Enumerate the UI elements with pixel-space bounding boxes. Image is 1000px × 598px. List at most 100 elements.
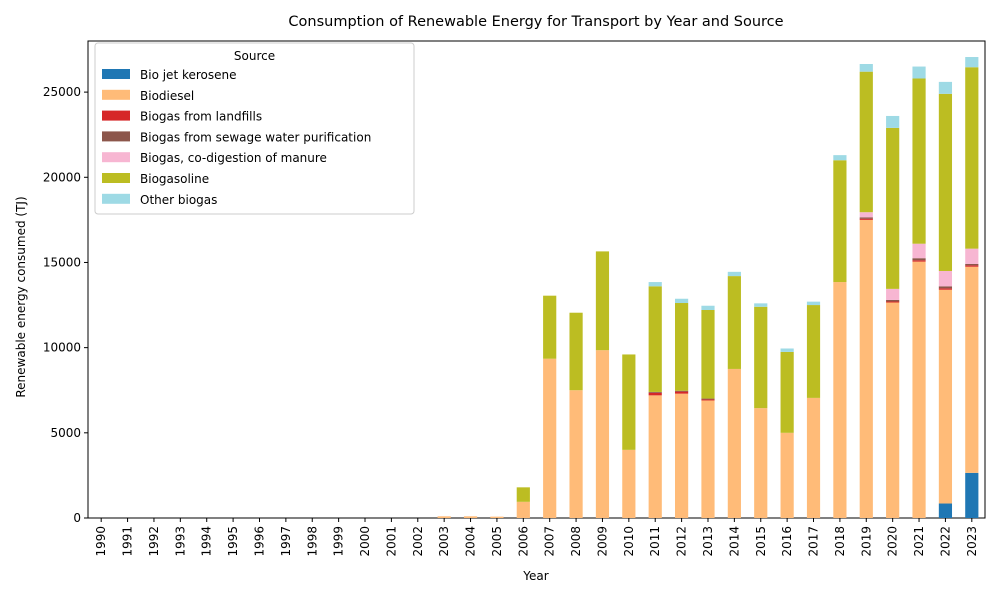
bar-segment bbox=[886, 302, 900, 518]
bar-segment bbox=[648, 282, 662, 287]
bar-segment bbox=[701, 309, 715, 399]
x-tick-label: 2008 bbox=[569, 526, 583, 557]
bar-segment bbox=[912, 260, 926, 262]
legend-swatch bbox=[102, 173, 130, 183]
bar-segment bbox=[938, 270, 953, 287]
y-tick-label: 5000 bbox=[50, 426, 81, 440]
x-tick-label: 2017 bbox=[807, 526, 821, 557]
x-tick-label: 2006 bbox=[516, 526, 530, 557]
x-tick-label: 1990 bbox=[94, 526, 108, 557]
x-axis-label: Year bbox=[522, 569, 548, 583]
bar-segment bbox=[463, 516, 478, 518]
x-tick-label: 2005 bbox=[490, 526, 504, 557]
bar-segment bbox=[675, 298, 689, 304]
legend-swatch bbox=[102, 69, 130, 79]
bar-segment bbox=[965, 57, 979, 68]
x-tick-label: 1993 bbox=[173, 526, 187, 557]
bar-segment bbox=[938, 93, 953, 271]
bar-segment bbox=[938, 288, 953, 290]
bar-segment bbox=[965, 265, 979, 267]
bar-segment bbox=[938, 503, 953, 518]
bar-segment bbox=[780, 432, 794, 518]
legend-entry-label: Bio jet kerosene bbox=[140, 68, 237, 82]
x-tick-label: 2011 bbox=[648, 526, 662, 557]
bar-segment bbox=[754, 306, 768, 409]
bar-segment bbox=[516, 501, 530, 518]
bar-segment bbox=[806, 397, 821, 518]
bar-segment bbox=[965, 266, 979, 473]
x-tick-label: 2013 bbox=[701, 526, 715, 557]
bar-segment bbox=[912, 66, 926, 79]
bar-segment bbox=[701, 400, 715, 518]
x-tick-label: 2003 bbox=[437, 526, 451, 557]
bar-segment bbox=[622, 449, 636, 518]
bar-segment bbox=[727, 271, 741, 277]
bar-segment bbox=[780, 351, 794, 433]
bar-segment bbox=[859, 212, 873, 218]
bar-segment bbox=[675, 393, 689, 518]
y-axis-label: Renewable energy consumed (TJ) bbox=[14, 196, 28, 397]
bar-segment bbox=[437, 516, 451, 518]
bar-segment bbox=[727, 368, 741, 518]
legend-entry-label: Other biogas bbox=[140, 193, 217, 207]
y-tick-label: 20000 bbox=[43, 170, 81, 184]
x-tick-label: 1994 bbox=[200, 526, 214, 557]
x-tick-label: 2014 bbox=[727, 526, 741, 557]
bar-segment bbox=[859, 219, 873, 518]
bar-segment bbox=[965, 472, 979, 518]
x-tick-label: 2002 bbox=[411, 526, 425, 557]
x-tick-label: 2010 bbox=[622, 526, 636, 557]
bars-group bbox=[437, 57, 979, 518]
x-tick-label: 1995 bbox=[226, 526, 240, 557]
bar-segment bbox=[859, 218, 873, 220]
bar-segment bbox=[648, 395, 662, 518]
x-tick-label: 1991 bbox=[121, 526, 135, 557]
legend-frame bbox=[94, 42, 415, 215]
x-tick-label: 2023 bbox=[965, 526, 979, 557]
x-tick-label: 1998 bbox=[305, 526, 319, 557]
bar-segment bbox=[780, 348, 794, 352]
bar-segment bbox=[833, 282, 847, 518]
x-tick-label: 2021 bbox=[912, 526, 926, 557]
x-tick-label: 1992 bbox=[147, 526, 161, 557]
bar-segment bbox=[754, 408, 768, 518]
x-tick-label: 2016 bbox=[780, 526, 794, 557]
bar-segment bbox=[938, 81, 953, 94]
bar-segment bbox=[912, 258, 926, 261]
bar-segment bbox=[516, 487, 530, 502]
bar-segment bbox=[543, 295, 557, 359]
bar-segment bbox=[648, 286, 662, 392]
bar-segment bbox=[701, 305, 715, 310]
bar-segment bbox=[965, 248, 979, 264]
x-tick-label: 2007 bbox=[543, 526, 557, 557]
legend: Source Bio jet kerosene Biodiesel Biogas fr… bbox=[94, 42, 415, 215]
bar-segment bbox=[859, 71, 873, 213]
x-tick-label: 2022 bbox=[938, 526, 952, 557]
bar-segment bbox=[886, 299, 900, 302]
x-tick-label: 2020 bbox=[886, 526, 900, 557]
bar-segment bbox=[806, 305, 821, 398]
x-tick-label: 2015 bbox=[754, 526, 768, 557]
bar-segment bbox=[569, 390, 583, 518]
bar-segment bbox=[543, 358, 557, 518]
bar-segment bbox=[859, 217, 873, 219]
bar-segment bbox=[727, 276, 741, 369]
bar-segment bbox=[859, 63, 873, 72]
bar-segment bbox=[886, 288, 900, 300]
x-tick-label: 2004 bbox=[464, 526, 478, 557]
bar-segment bbox=[622, 354, 636, 450]
bar-segment bbox=[569, 312, 583, 391]
legend-title: Source bbox=[234, 49, 275, 63]
plot-area: 1990 1991 1992 1993 1994 1995 1996 1997 1998 1999… bbox=[43, 40, 986, 557]
legend-entry-label: Biogas, co-digestion of manure bbox=[140, 151, 327, 165]
x-axis: 1990 1991 1992 1993 1994 1995 1996 1997 1998 1999… bbox=[94, 518, 979, 557]
bar-segment bbox=[965, 67, 979, 249]
bar-segment bbox=[886, 115, 900, 128]
x-tick-label: 1997 bbox=[279, 526, 293, 557]
x-tick-label: 2001 bbox=[384, 526, 398, 557]
bar-segment bbox=[675, 390, 689, 392]
bar-segment bbox=[595, 350, 610, 518]
legend-swatch bbox=[102, 89, 130, 100]
bar-segment bbox=[833, 160, 847, 283]
